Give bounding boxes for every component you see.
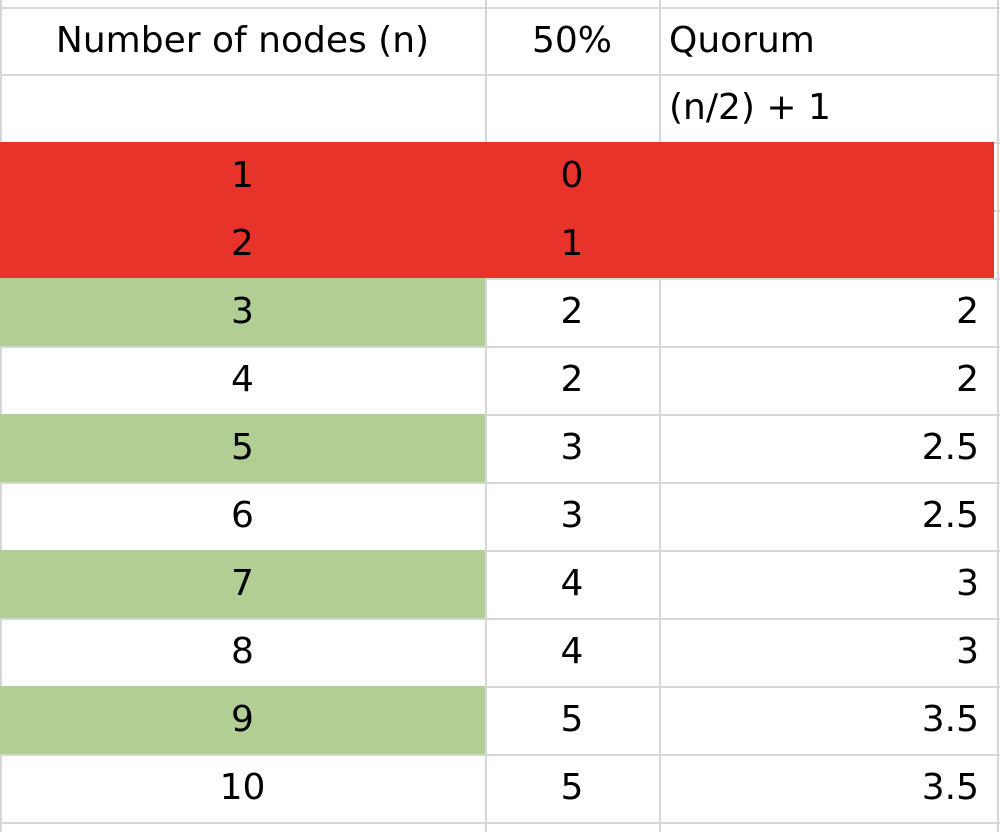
cell-n[interactable]: 6 xyxy=(231,495,254,536)
gridline-col-b-c xyxy=(659,0,661,832)
cell-quorum[interactable]: 3 xyxy=(956,563,979,604)
empty-cell[interactable] xyxy=(485,74,659,142)
cell-n[interactable]: 1 xyxy=(231,155,254,196)
cell-quorum[interactable]: 3.5 xyxy=(921,699,979,740)
cell-quorum[interactable]: 3.5 xyxy=(921,767,979,808)
cell-quorum[interactable]: 2.5 xyxy=(921,495,979,536)
cell-quorum[interactable]: 2 xyxy=(956,359,979,400)
header-quorum[interactable]: Quorum xyxy=(669,19,815,61)
cell-half[interactable]: 5 xyxy=(560,767,584,808)
gridline-right xyxy=(997,0,999,832)
gridline-row xyxy=(0,550,1000,552)
cell-quorum[interactable]: 2 xyxy=(956,291,979,332)
cell-n[interactable]: 8 xyxy=(231,631,254,672)
highlight-green xyxy=(0,278,485,346)
cell-n[interactable]: 7 xyxy=(231,563,254,604)
cell-n[interactable]: 3 xyxy=(231,291,254,332)
gridline-row xyxy=(0,618,1000,620)
gridline-row xyxy=(0,278,1000,280)
cell-n[interactable]: 2 xyxy=(231,223,254,264)
cell-n[interactable]: 10 xyxy=(219,767,266,808)
cell-quorum[interactable] xyxy=(659,142,997,210)
gridline-row xyxy=(0,822,1000,824)
header-fifty-percent[interactable]: 50% xyxy=(531,19,612,61)
empty-cell[interactable] xyxy=(0,74,485,142)
cell-quorum[interactable]: 3 xyxy=(956,631,979,672)
cell-half[interactable]: 5 xyxy=(560,699,584,740)
gridline-row xyxy=(0,346,1000,348)
gridline-row xyxy=(0,754,1000,756)
cell-quorum[interactable]: 2.5 xyxy=(921,427,979,468)
gridline-row xyxy=(0,414,1000,416)
gridline-col-a-b xyxy=(485,0,487,832)
header-number-of-nodes[interactable]: Number of nodes (n) xyxy=(55,19,430,61)
header-quorum-formula[interactable]: (n/2) + 1 xyxy=(669,87,831,128)
highlight-red xyxy=(0,142,994,278)
highlight-green xyxy=(0,550,485,618)
cell-half[interactable]: 1 xyxy=(560,223,584,264)
gridline-row xyxy=(0,686,1000,688)
gridline-row xyxy=(0,482,1000,484)
gridline-row xyxy=(0,74,1000,76)
cell-quorum[interactable] xyxy=(659,210,997,278)
cell-n[interactable]: 4 xyxy=(231,359,254,400)
gridline-row xyxy=(0,7,1000,9)
cell-half[interactable]: 3 xyxy=(560,427,584,468)
cell-half[interactable]: 2 xyxy=(560,291,584,332)
cell-n[interactable]: 5 xyxy=(231,427,254,468)
highlight-green xyxy=(0,686,485,754)
cell-half[interactable]: 3 xyxy=(560,495,584,536)
cell-half[interactable]: 4 xyxy=(560,563,584,604)
highlight-green xyxy=(0,414,485,482)
cell-half[interactable]: 2 xyxy=(560,359,584,400)
cell-half[interactable]: 4 xyxy=(560,631,584,672)
cell-half[interactable]: 0 xyxy=(560,155,584,196)
cell-n[interactable]: 9 xyxy=(231,699,254,740)
